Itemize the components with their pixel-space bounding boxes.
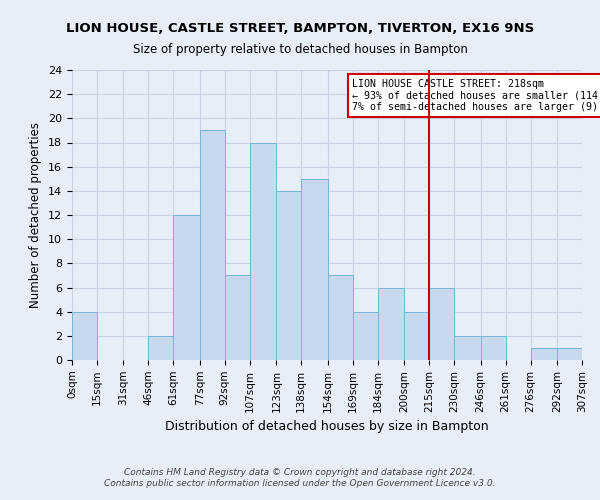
Y-axis label: Number of detached properties: Number of detached properties [29,122,43,308]
Bar [250,142,277,360]
Bar [72,312,97,360]
Bar [148,336,173,360]
Bar [328,276,353,360]
Bar [481,336,506,360]
Text: Size of property relative to detached houses in Bampton: Size of property relative to detached ho… [133,42,467,56]
Bar [429,288,454,360]
Bar [377,288,404,360]
Bar [530,348,557,360]
Text: LION HOUSE CASTLE STREET: 218sqm
← 93% of detached houses are smaller (114)
7% o: LION HOUSE CASTLE STREET: 218sqm ← 93% o… [353,78,600,112]
Bar [200,130,225,360]
Text: Contains HM Land Registry data © Crown copyright and database right 2024.
Contai: Contains HM Land Registry data © Crown c… [104,468,496,487]
Bar [301,179,328,360]
X-axis label: Distribution of detached houses by size in Bampton: Distribution of detached houses by size … [165,420,489,433]
Bar [353,312,377,360]
Bar [557,348,582,360]
Bar [173,215,200,360]
Bar [404,312,429,360]
Text: LION HOUSE, CASTLE STREET, BAMPTON, TIVERTON, EX16 9NS: LION HOUSE, CASTLE STREET, BAMPTON, TIVE… [66,22,534,36]
Bar [277,191,301,360]
Bar [225,276,250,360]
Bar [454,336,481,360]
